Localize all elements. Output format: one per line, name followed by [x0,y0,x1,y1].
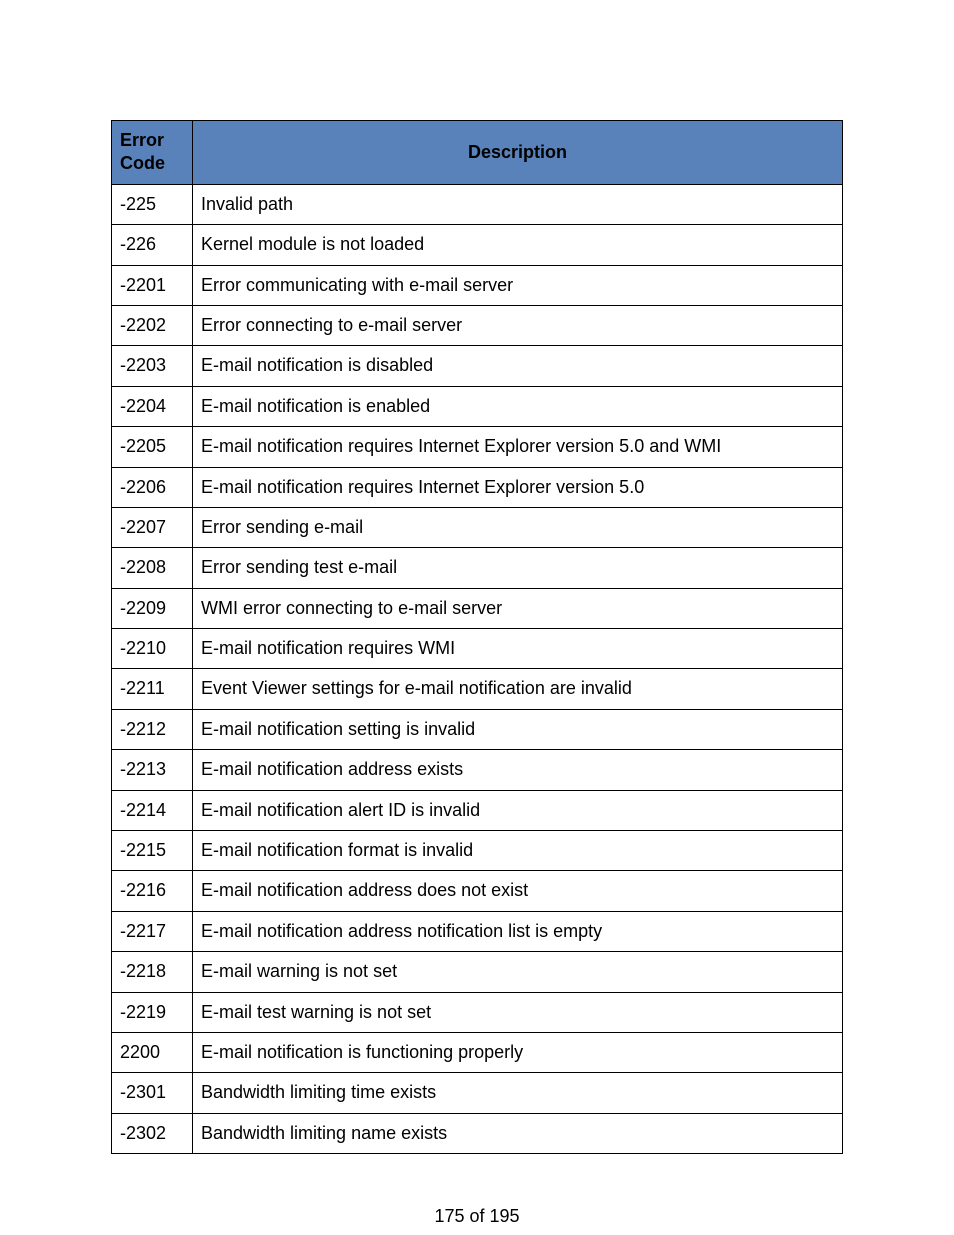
cell-error-code: -225 [112,184,193,224]
cell-error-code: -2205 [112,427,193,467]
cell-error-code: -2302 [112,1113,193,1153]
cell-description: Bandwidth limiting time exists [193,1073,843,1113]
table-row: -2206 E-mail notification requires Inter… [112,467,843,507]
cell-description: E-mail notification requires WMI [193,629,843,669]
table-row: -2211 Event Viewer settings for e-mail n… [112,669,843,709]
table-row: -2205 E-mail notification requires Inter… [112,427,843,467]
column-header-error-code: Error Code [112,121,193,185]
table-row: -2209 WMI error connecting to e-mail ser… [112,588,843,628]
cell-error-code: -2211 [112,669,193,709]
cell-description: Error sending e-mail [193,507,843,547]
cell-error-code: -2208 [112,548,193,588]
table-row: -2216 E-mail notification address does n… [112,871,843,911]
cell-description: WMI error connecting to e-mail server [193,588,843,628]
cell-error-code: -2204 [112,386,193,426]
cell-error-code: -2202 [112,305,193,345]
cell-description: Bandwidth limiting name exists [193,1113,843,1153]
table-row: 2200 E-mail notification is functioning … [112,1032,843,1072]
table-row: -2203 E-mail notification is disabled [112,346,843,386]
cell-error-code: -2209 [112,588,193,628]
table-row: -2215 E-mail notification format is inva… [112,831,843,871]
table-row: -2212 E-mail notification setting is inv… [112,709,843,749]
cell-description: Error communicating with e-mail server [193,265,843,305]
cell-error-code: -226 [112,225,193,265]
table-row: -226 Kernel module is not loaded [112,225,843,265]
table-row: -2218 E-mail warning is not set [112,952,843,992]
cell-error-code: -2212 [112,709,193,749]
cell-description: E-mail notification address exists [193,750,843,790]
table-row: -2201 Error communicating with e-mail se… [112,265,843,305]
cell-description: E-mail notification address notification… [193,911,843,951]
cell-error-code: -2213 [112,750,193,790]
cell-description: E-mail notification is disabled [193,346,843,386]
cell-description: E-mail notification is enabled [193,386,843,426]
cell-description: Invalid path [193,184,843,224]
cell-error-code: -2215 [112,831,193,871]
cell-error-code: -2206 [112,467,193,507]
cell-description: E-mail notification address does not exi… [193,871,843,911]
table-row: -225 Invalid path [112,184,843,224]
cell-description: Event Viewer settings for e-mail notific… [193,669,843,709]
cell-error-code: -2203 [112,346,193,386]
cell-error-code: -2207 [112,507,193,547]
cell-description: E-mail notification alert ID is invalid [193,790,843,830]
table-row: -2219 E-mail test warning is not set [112,992,843,1032]
cell-description: E-mail warning is not set [193,952,843,992]
error-code-table: Error Code Description -225 Invalid path… [111,120,843,1154]
table-row: -2213 E-mail notification address exists [112,750,843,790]
table-row: -2301 Bandwidth limiting time exists [112,1073,843,1113]
cell-error-code: -2210 [112,629,193,669]
table-row: -2210 E-mail notification requires WMI [112,629,843,669]
cell-description: E-mail test warning is not set [193,992,843,1032]
cell-error-code: -2301 [112,1073,193,1113]
cell-description: Error sending test e-mail [193,548,843,588]
table-row: -2204 E-mail notification is enabled [112,386,843,426]
table-header-row: Error Code Description [112,121,843,185]
table-row: -2207 Error sending e-mail [112,507,843,547]
cell-description: Error connecting to e-mail server [193,305,843,345]
table-row: -2202 Error connecting to e-mail server [112,305,843,345]
cell-error-code: -2218 [112,952,193,992]
cell-description: E-mail notification requires Internet Ex… [193,467,843,507]
cell-error-code: -2214 [112,790,193,830]
cell-description: Kernel module is not loaded [193,225,843,265]
table-row: -2217 E-mail notification address notifi… [112,911,843,951]
page-number: 175 of 195 [0,1206,954,1227]
document-page: Error Code Description -225 Invalid path… [0,0,954,1235]
table-row: -2208 Error sending test e-mail [112,548,843,588]
cell-description: E-mail notification setting is invalid [193,709,843,749]
table-row: -2214 E-mail notification alert ID is in… [112,790,843,830]
column-header-description: Description [193,121,843,185]
cell-description: E-mail notification is functioning prope… [193,1032,843,1072]
table-row: -2302 Bandwidth limiting name exists [112,1113,843,1153]
cell-error-code: -2219 [112,992,193,1032]
cell-error-code: -2216 [112,871,193,911]
cell-error-code: 2200 [112,1032,193,1072]
cell-error-code: -2201 [112,265,193,305]
cell-description: E-mail notification requires Internet Ex… [193,427,843,467]
cell-error-code: -2217 [112,911,193,951]
cell-description: E-mail notification format is invalid [193,831,843,871]
table-body: -225 Invalid path -226 Kernel module is … [112,184,843,1153]
